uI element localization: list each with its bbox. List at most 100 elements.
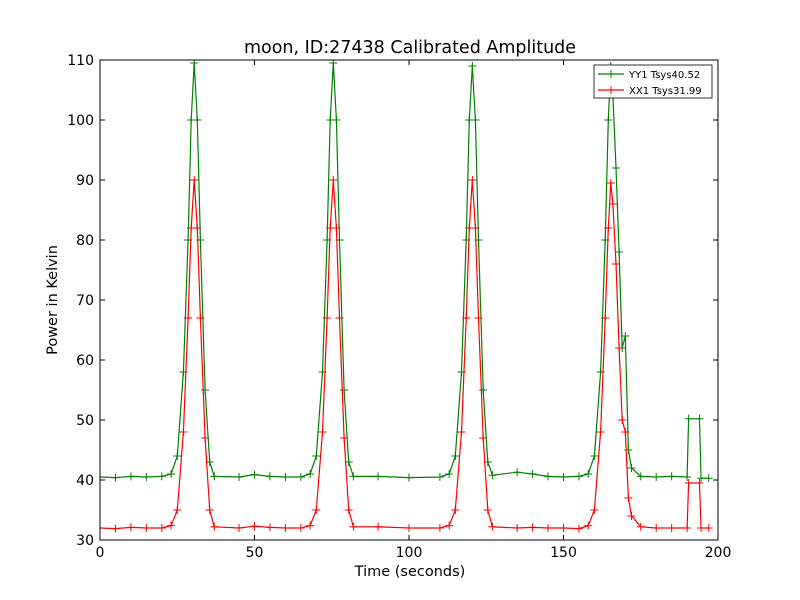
data-point [621,332,630,340]
y-tick-label: 40 [76,473,94,489]
data-point [312,452,321,460]
data-point [544,472,553,481]
data-point [612,164,621,172]
data-point [329,176,338,184]
x-tick-label: 150 [550,545,577,561]
x-tick-label: 100 [396,545,423,561]
y-tick-label: 90 [76,173,94,189]
data-point [335,314,344,322]
data-point [312,506,321,514]
data-point [100,524,104,532]
y-axis: 30 40 50 60 70 80 90 100 110 [67,53,718,549]
data-point [173,452,182,460]
data-point [697,474,706,483]
data-point [574,524,583,533]
plot-frame [99,59,719,541]
data-point [340,434,349,442]
data-point [513,524,522,532]
data-point [250,522,259,531]
data-point [157,472,166,481]
data-point [612,260,621,268]
data-point [111,524,120,533]
data-point [210,522,219,531]
data-point [445,521,454,530]
data-point [704,524,713,532]
data-point [193,224,202,232]
data-point [296,473,305,481]
data-point [704,474,713,483]
data-point [142,524,151,532]
data-point [627,512,636,520]
data-point [374,522,383,531]
legend-label: XX1 Tsys31.99 [629,86,702,97]
data-point [479,386,488,394]
data-point [451,506,460,514]
data-point [126,523,135,532]
y-tick-label: 50 [76,413,94,429]
data-point [179,428,188,436]
data-point [435,473,444,481]
data-point [184,314,193,322]
data-point [683,524,692,532]
data-point [667,472,676,481]
data-point [340,386,349,394]
data-point [621,428,630,436]
data-point [157,524,166,532]
data-point [479,434,488,442]
data-point [528,523,537,532]
data-point [528,470,537,478]
data-point [318,428,327,436]
y-tick-label: 80 [76,233,94,249]
data-point [584,521,593,530]
data-point [167,521,176,530]
data-point [173,506,182,514]
data-point [590,506,599,514]
data-point [100,473,104,481]
data-point [624,494,633,502]
data-point [306,521,315,530]
data-point [126,472,135,481]
plot-area [99,59,719,541]
series-line-2 [100,179,709,530]
data-point [604,116,613,124]
data-point [190,176,199,184]
data-point [618,416,627,424]
legend-box [593,64,713,99]
data-point [250,470,259,479]
data-point [332,224,341,232]
y-tick-label: 100 [67,113,94,129]
y-tick-label: 110 [67,53,94,69]
data-point [435,524,444,532]
data-point [695,414,704,423]
data-point [615,248,624,256]
data-point [235,524,244,532]
x-tick-label: 200 [705,545,732,561]
data-point [544,524,553,532]
data-point [332,116,341,124]
data-point [652,473,661,481]
data-point [205,506,214,514]
data-point [201,386,210,394]
data-point [296,524,305,532]
y-tick-label: 70 [76,293,94,309]
data-point [265,472,274,481]
data-point [142,473,151,481]
data-point [457,428,466,436]
data-point [697,524,706,532]
x-tick-label: 0 [96,545,105,561]
x-tick-label: 50 [246,545,264,561]
data-point [405,524,413,532]
data-point [488,471,497,480]
data-point [445,470,454,478]
data-point [210,472,219,481]
data-point [265,523,274,532]
y-tick-label: 60 [76,353,94,369]
data-point [468,176,477,184]
data-point [684,479,693,487]
data-point [608,200,617,208]
data-point [201,434,210,442]
data-point [615,344,624,352]
data-point [695,479,704,487]
data-point [636,522,645,531]
